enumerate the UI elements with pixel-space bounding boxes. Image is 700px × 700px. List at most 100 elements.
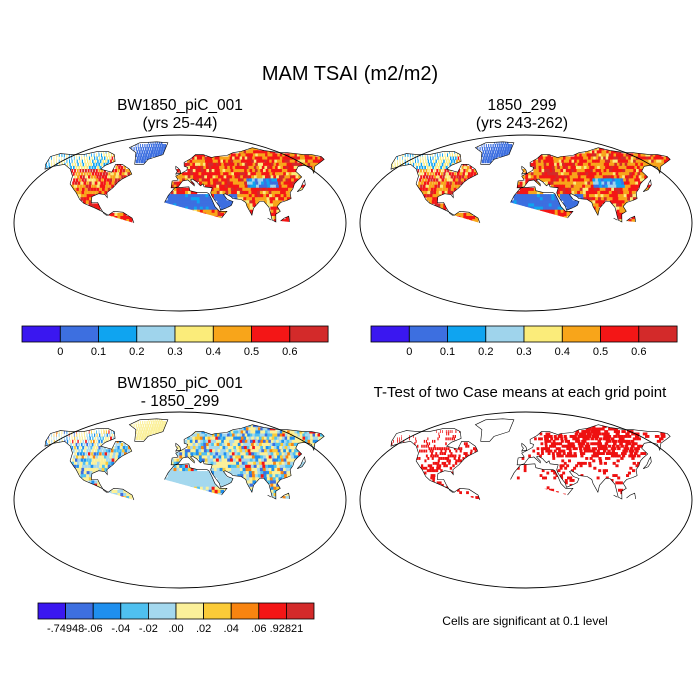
panel-title-case2-line2: (yrs 243-262) — [475, 115, 569, 132]
colorbar-difference-tick-label: -.02 — [139, 623, 158, 635]
map-border — [359, 411, 693, 589]
colorbar-difference-tick-label: .02 — [196, 623, 211, 635]
coastlines — [44, 419, 325, 501]
colorbar-case2-tick-label: 0.5 — [593, 346, 608, 358]
colorbar-case2-swatch — [447, 325, 487, 343]
map-case1 — [12, 133, 347, 312]
coastline-japan — [642, 456, 652, 469]
map-ttest-significance — [358, 410, 693, 589]
significance-note: Cells are significant at 0.1 level — [442, 614, 608, 628]
coastline-japan — [296, 179, 306, 192]
colorbar-case2-tick-label: 0.3 — [516, 346, 531, 358]
colorbar-case2-swatch — [523, 325, 563, 343]
coastline-uk — [521, 442, 528, 452]
colorbar-case1-swatch — [98, 325, 138, 343]
colorbar-case1-tick-label: 0.4 — [206, 346, 221, 358]
coastline-greenland — [474, 141, 515, 165]
colorbar-case1-tick-label: 0.6 — [282, 346, 297, 358]
coastline-eurasia — [516, 424, 671, 500]
map-ocean — [360, 412, 692, 588]
panel-title-case1: BW1850_piC_001 (yrs 25-44) — [30, 97, 330, 133]
coastline-eurasia — [516, 147, 671, 223]
colorbar-case1-swatch — [289, 325, 329, 343]
coastlines — [390, 418, 671, 501]
colorbar-case2-tick-label: 0.4 — [555, 346, 570, 358]
coastline-japan — [642, 179, 652, 192]
colorbar-difference-swatch — [37, 602, 67, 620]
colorbar-difference-tick-label: -.74948 — [47, 623, 84, 635]
coastline-africa — [510, 186, 574, 219]
colorbar-case2-tick-label: 0.2 — [478, 346, 493, 358]
panel-title-ttest: T-Test of two Case means at each grid po… — [373, 384, 667, 401]
colorbar-difference-tick-label: -.06 — [84, 623, 103, 635]
colorbar-difference-swatch — [258, 602, 287, 620]
colorbar-case2-swatch — [408, 325, 448, 343]
coastline-greenland — [128, 141, 169, 165]
coastline-eurasia — [170, 424, 325, 500]
map-border — [13, 134, 347, 312]
coastline-uk — [175, 165, 182, 175]
coastline-africa — [164, 463, 228, 496]
coastline-sumatra — [267, 494, 272, 498]
coastline-sumatra — [267, 217, 272, 221]
coastline-uk — [175, 442, 182, 452]
colorbar-case1-tick-label: 0 — [57, 346, 63, 358]
coastlines — [44, 141, 325, 224]
coastline-borneo — [626, 492, 636, 500]
panel-title-difference: BW1850_piC_001 - 1850_299 — [30, 375, 330, 411]
map-border — [13, 411, 347, 589]
panel-title-case2-line1: 1850_299 — [487, 97, 557, 114]
coastline-north-america — [44, 428, 133, 493]
coastline-africa — [510, 463, 574, 496]
figure-title: MAM TSAI (m2/m2) — [261, 63, 439, 85]
colorbar-case1-tick-label: 0.1 — [91, 346, 106, 358]
colorbar-case1-swatch — [251, 325, 291, 343]
colorbar-case2-tick-label: 0 — [406, 346, 412, 358]
colorbar-difference-tick-label: .06 — [251, 623, 266, 635]
colorbar-case2: 0 0.1 0.2 0.3 0.4 0.5 0.6 — [370, 325, 678, 358]
colorbar-case1-tick-label: 0.2 — [129, 346, 144, 358]
colorbar-difference-swatch — [203, 602, 232, 620]
colorbar-case1-swatch — [136, 325, 176, 343]
panel-title-difference-line2: - 1850_299 — [140, 393, 220, 410]
colorbar-case2-swatch — [600, 325, 640, 343]
colorbar-case2-swatch — [638, 325, 678, 343]
coastline-greenland — [474, 418, 515, 442]
coastline-borneo — [280, 215, 290, 223]
coastline-north-america — [44, 151, 133, 216]
colorbar-case1-swatch — [212, 325, 253, 343]
coastline-uk — [521, 165, 528, 175]
colorbar-case2-tick-label: 0.1 — [440, 346, 455, 358]
colorbar-case2-swatch — [370, 325, 410, 343]
colorbar-case1: 0 0.1 0.2 0.3 0.4 0.5 0.6 — [21, 325, 329, 358]
coastline-eurasia — [170, 147, 325, 223]
colorbar-difference-swatch — [230, 602, 260, 620]
colorbar-difference-swatch — [65, 602, 94, 620]
map-case2 — [358, 133, 693, 312]
coastline-borneo — [280, 492, 290, 500]
coastline-sumatra — [613, 217, 618, 221]
panel-title-case1-line2: (yrs 25-44) — [142, 115, 218, 132]
coastline-north-america — [390, 151, 479, 216]
map-border — [359, 134, 693, 312]
colorbar-case2-tick-label: 0.6 — [631, 346, 646, 358]
colorbar-difference-tick-label: .04 — [224, 623, 239, 635]
coastline-north-america — [390, 428, 479, 493]
coastline-south-america — [453, 487, 481, 501]
colorbar-difference-swatch — [92, 602, 122, 620]
coastline-japan — [296, 456, 306, 469]
panel-title-case1-line1: BW1850_piC_001 — [117, 97, 243, 114]
panel-title-difference-line1: BW1850_piC_001 — [117, 375, 243, 392]
coastline-africa — [164, 186, 228, 219]
colorbar-difference: -.74948 -.06 -.04 -.02 .00 .02 .04 .06 .92821 — [37, 602, 315, 635]
colorbar-case1-tick-label: 0.5 — [244, 346, 259, 358]
colorbar-case2-swatch — [561, 325, 602, 343]
coastline-sumatra — [613, 494, 618, 498]
colorbar-difference-swatch — [148, 602, 177, 620]
colorbar-case1-swatch — [174, 325, 214, 343]
coastline-borneo — [626, 215, 636, 223]
coastline-south-america — [107, 210, 135, 224]
map-data-cells — [392, 141, 671, 223]
coastline-south-america — [453, 210, 481, 224]
panel-title-case2: 1850_299 (yrs 243-262) — [372, 97, 672, 133]
